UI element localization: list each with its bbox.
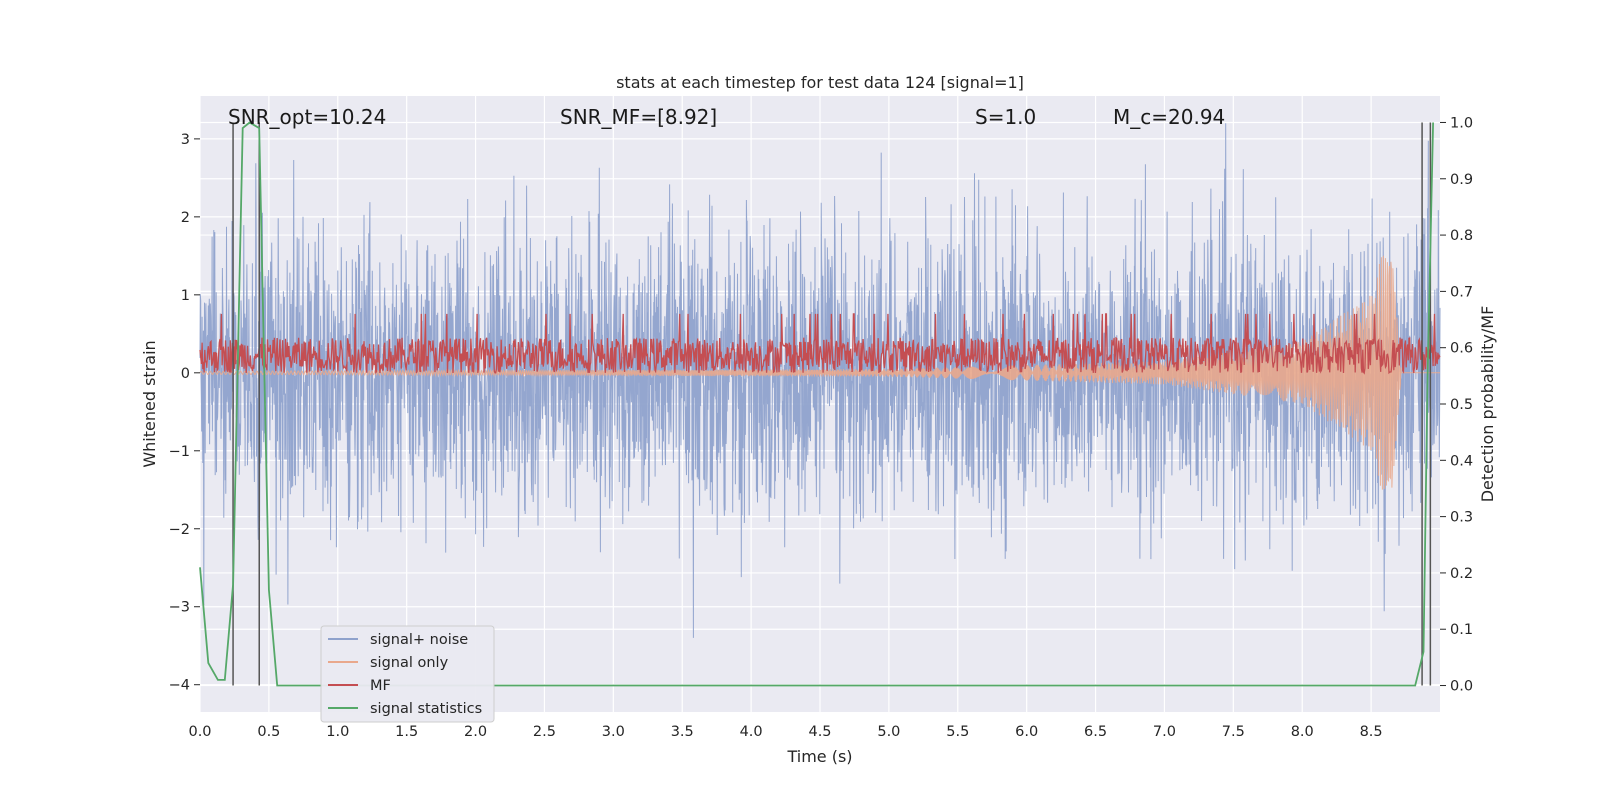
x-tick-label: 8.0 <box>1291 724 1314 740</box>
series-signal-noise <box>199 123 1441 638</box>
x-tick-label: 4.5 <box>808 724 831 740</box>
signal-noise-line <box>199 123 1441 638</box>
annotation-snr-opt: SNR_opt=10.24 <box>228 105 386 129</box>
x-tick-label: 4.0 <box>740 724 763 740</box>
annotation-snr-mf: SNR_MF=[8.92] <box>560 105 717 129</box>
y-tick-label: 3 <box>181 132 190 148</box>
x-tick-label: 3.5 <box>671 724 694 740</box>
x-tick-label: 2.0 <box>464 724 487 740</box>
y-tick-label: −1 <box>169 444 190 460</box>
legend: signal+ noise signal only MF signal stat… <box>320 625 495 723</box>
y-tick-label: 0 <box>181 366 190 382</box>
y2-tick-label: 0.9 <box>1450 172 1473 188</box>
series-mf <box>199 313 1441 375</box>
y-tick-labels: −4 −3 −2 −1 0 1 2 3 <box>169 132 200 694</box>
y2-tick-label: 0.1 <box>1450 622 1473 638</box>
y-tick-label: −3 <box>169 600 190 616</box>
y2-tick-label: 0.3 <box>1450 510 1473 526</box>
x-tick-label: 7.5 <box>1222 724 1245 740</box>
y-tick-label: 2 <box>181 210 190 226</box>
legend-label-mf: MF <box>370 678 391 694</box>
x-tick-label: 2.5 <box>533 724 556 740</box>
legend-label-signal-noise: signal+ noise <box>370 632 468 648</box>
x-tick-labels: 0.0 0.5 1.0 1.5 2.0 2.5 3.0 3.5 4.0 4.5 5.0 5.5 6.0 6… <box>188 724 1382 740</box>
y2-axis-label: Detection probability/MF <box>1478 306 1497 503</box>
signal-only-line <box>199 255 1440 490</box>
y-tick-label: 1 <box>181 288 190 304</box>
x-tick-label: 3.0 <box>602 724 625 740</box>
y2-tick-label: 0.5 <box>1450 397 1473 413</box>
x-axis-label: Time (s) <box>786 747 852 766</box>
x-tick-label: 6.5 <box>1084 724 1107 740</box>
y2-tick-label: 0.7 <box>1450 284 1473 300</box>
x-tick-label: 6.0 <box>1015 724 1038 740</box>
x-tick-label: 0.5 <box>257 724 280 740</box>
y-tick-label: −4 <box>169 678 190 694</box>
y-tick-label: −2 <box>169 522 190 538</box>
x-tick-label: 5.5 <box>946 724 969 740</box>
x-tick-label: 5.0 <box>877 724 900 740</box>
y2-tick-label: 0.4 <box>1450 453 1473 469</box>
legend-label-signal-statistics: signal statistics <box>370 701 482 717</box>
x-tick-label: 0.0 <box>188 724 211 740</box>
x-tick-label: 7.0 <box>1153 724 1176 740</box>
y-axis-label: Whitened strain <box>140 340 159 467</box>
y2-tick-label: 0.2 <box>1450 566 1473 582</box>
y2-tick-labels: 0.0 0.1 0.2 0.3 0.4 0.5 0.6 0.7 0.8 0.9 1.0 <box>1440 115 1473 695</box>
vertical-lines <box>232 122 1432 686</box>
legend-box <box>320 625 495 723</box>
mf-line <box>199 313 1441 375</box>
annotation-s: S=1.0 <box>975 105 1036 129</box>
annotation-mc: M_c=20.94 <box>1113 105 1225 129</box>
x-tick-label: 8.5 <box>1360 724 1383 740</box>
y2-tick-label: 1.0 <box>1450 115 1473 131</box>
y2-tick-label: 0.6 <box>1450 341 1473 357</box>
y2-tick-label: 0.0 <box>1450 679 1473 695</box>
legend-label-signal-only: signal only <box>370 655 449 671</box>
x-tick-label: 1.0 <box>326 724 349 740</box>
x-tick-label: 1.5 <box>395 724 418 740</box>
y2-tick-label: 0.8 <box>1450 228 1473 244</box>
chart-title: stats at each timestep for test data 124… <box>616 73 1024 92</box>
series-signal-only <box>199 255 1440 490</box>
